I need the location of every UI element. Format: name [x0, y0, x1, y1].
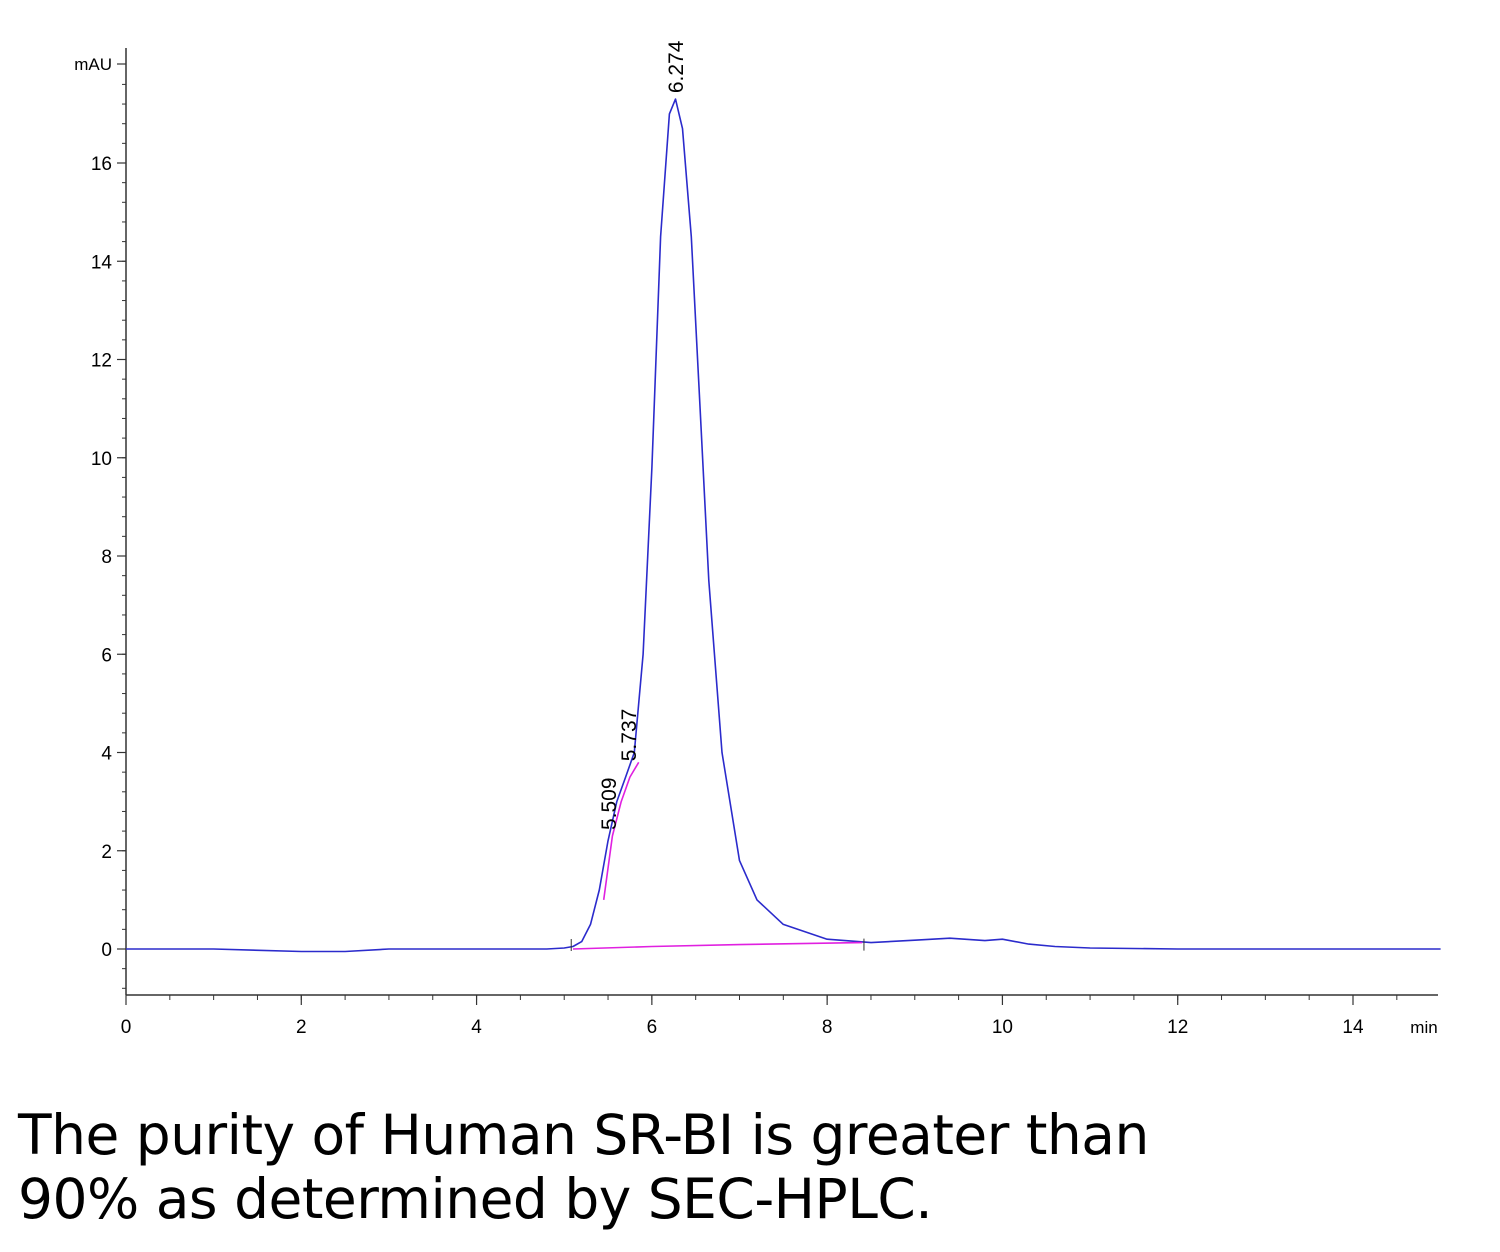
peak-labels: 5.509 5.737 6.274 — [598, 40, 688, 830]
series-line-2 — [572, 941, 863, 950]
x-tick-label: 12 — [1167, 1017, 1188, 1038]
peak-label: 5.509 — [598, 777, 621, 830]
x-tick-label: 2 — [296, 1017, 307, 1038]
y-tick-label: 8 — [101, 547, 112, 568]
y-axis-unit-label: mAU — [74, 55, 112, 74]
chromatogram-chart: 0 2 4 6 8 10 12 14 16 0 2 4 6 8 10 12 14 5.509 5.737 6.274… — [74, 40, 1441, 1038]
x-tick-label: 0 — [121, 1017, 132, 1038]
y-tick-label: 10 — [91, 449, 112, 470]
y-tick-label: 2 — [101, 842, 112, 863]
y-tick-label: 0 — [101, 940, 112, 961]
x-tick-label: 14 — [1342, 1017, 1364, 1038]
x-tick-label: 10 — [992, 1017, 1013, 1038]
y-tick-label: 16 — [91, 154, 112, 175]
x-tick-label: 4 — [471, 1017, 482, 1038]
series-layer — [126, 98, 1441, 953]
peak-label: 5.737 — [618, 709, 641, 762]
x-axis-unit-label: min — [1410, 1018, 1437, 1037]
series-line-1 — [126, 98, 1441, 953]
axes: 0 2 4 6 8 10 12 14 16 0 2 4 6 8 10 12 14 — [91, 48, 1438, 1038]
caption-line-2: 90% as determined by SEC-HPLC. — [18, 1167, 933, 1231]
x-tick-label: 6 — [647, 1017, 658, 1038]
y-tick-label: 12 — [91, 351, 112, 372]
y-tick-label: 6 — [101, 645, 112, 666]
peak-label: 6.274 — [665, 40, 688, 93]
y-tick-label: 4 — [101, 744, 112, 765]
x-tick-label: 8 — [822, 1017, 833, 1038]
figure-caption: The purity of Human SR-BI is greater tha… — [18, 1103, 1478, 1231]
caption-line-1: The purity of Human SR-BI is greater tha… — [18, 1103, 1149, 1167]
y-tick-label: 14 — [91, 252, 113, 273]
series-line-3 — [602, 761, 640, 901]
